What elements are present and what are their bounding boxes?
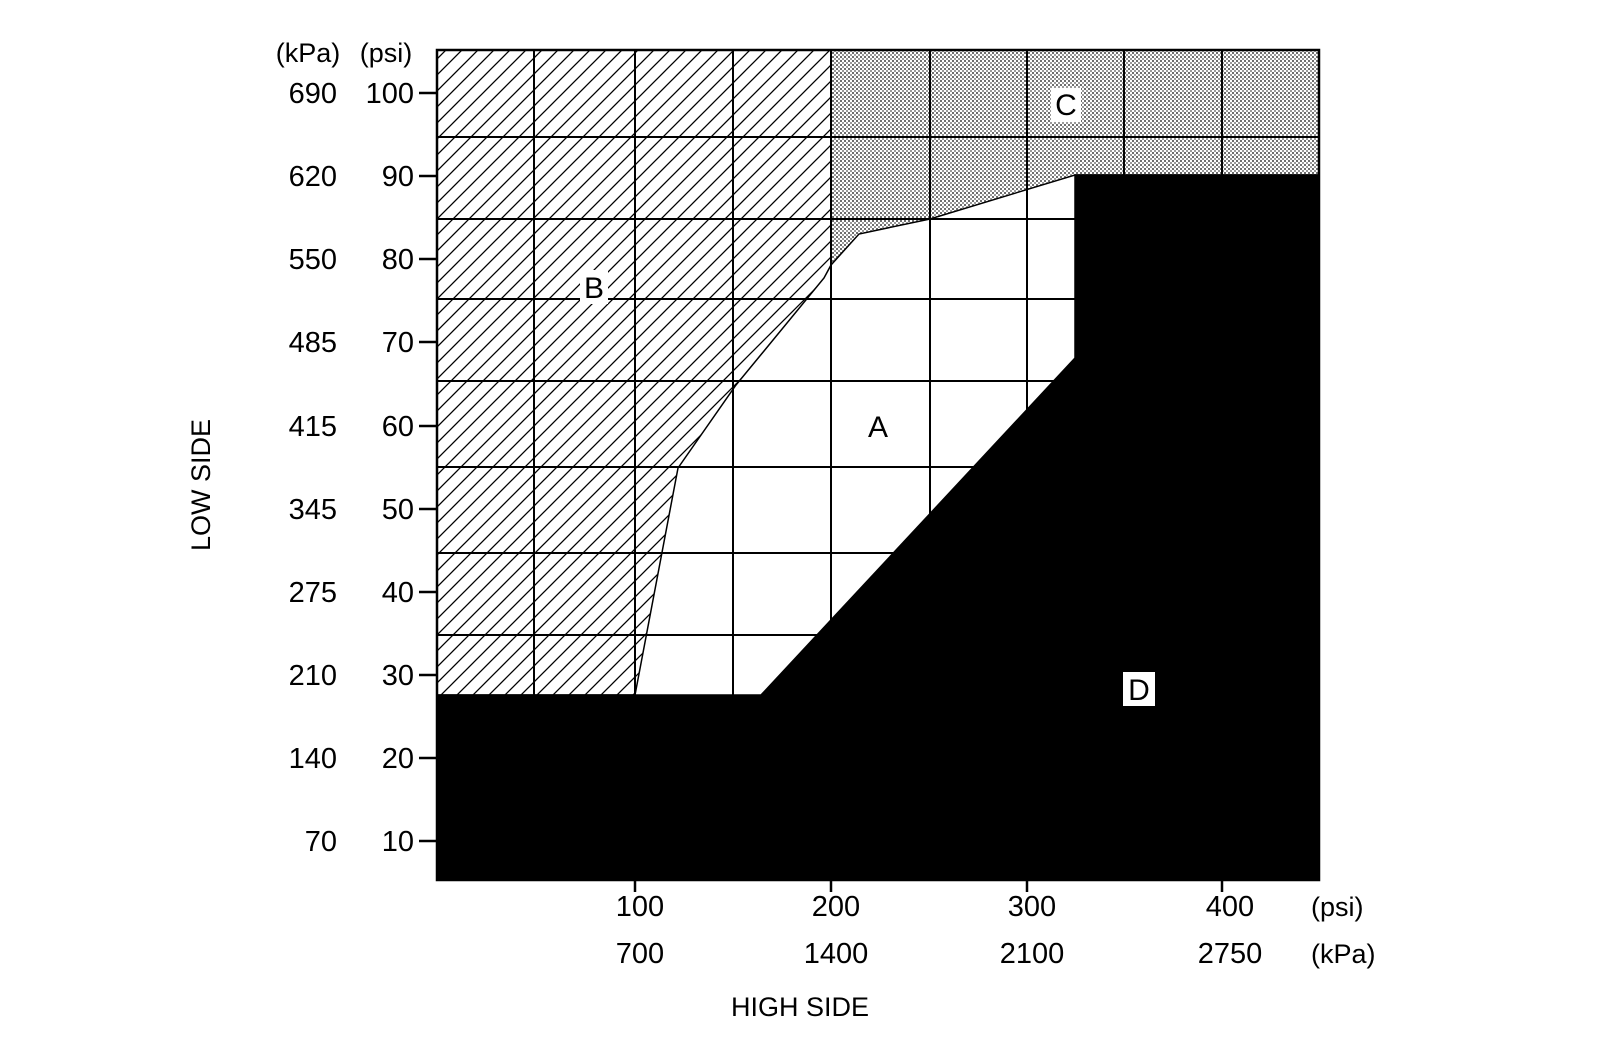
high-side-kpa-tick-label: 2750 <box>1198 938 1263 970</box>
high-side-psi-tick-label: 300 <box>1008 891 1056 923</box>
low-side-kpa-tick-label: 690 <box>289 78 337 110</box>
region-c-label: C <box>1055 89 1077 122</box>
high-side-psi-labels: 100 200 300 400 <box>616 891 1254 923</box>
low-side-unit-kpa: (kPa) <box>276 38 341 68</box>
low-side-psi-tick-label: 80 <box>382 244 414 276</box>
low-side-axis-title: LOW SIDE <box>186 419 216 551</box>
low-side-psi-tick-label: 10 <box>382 826 414 858</box>
low-side-psi-tick-label: 30 <box>382 660 414 692</box>
high-side-psi-tick-label: 400 <box>1206 891 1254 923</box>
low-side-kpa-tick-label: 550 <box>289 244 337 276</box>
high-side-kpa-labels: 700 1400 2100 2750 <box>616 938 1262 970</box>
high-side-unit-kpa: (kPa) <box>1311 939 1376 969</box>
high-side-kpa-tick-label: 2100 <box>1000 938 1065 970</box>
low-side-psi-tick-label: 40 <box>382 577 414 609</box>
low-side-kpa-labels: 690 620 550 485 415 345 275 210 140 70 <box>289 78 337 858</box>
low-side-psi-tick-label: 100 <box>366 78 414 110</box>
high-side-psi-tick-label: 100 <box>616 891 664 923</box>
high-side-unit-psi: (psi) <box>1311 892 1364 922</box>
low-side-psi-tick-label: 60 <box>382 411 414 443</box>
low-side-kpa-tick-label: 210 <box>289 660 337 692</box>
region-d-label: D <box>1128 674 1150 707</box>
high-side-tick-marks <box>633 880 1224 892</box>
low-side-kpa-tick-label: 275 <box>289 577 337 609</box>
low-side-kpa-tick-label: 345 <box>289 494 337 526</box>
high-side-psi-tick-label: 200 <box>812 891 860 923</box>
high-side-kpa-tick-label: 1400 <box>804 938 869 970</box>
region-b-label: B <box>584 272 604 305</box>
low-side-tick-marks <box>419 91 437 843</box>
low-side-psi-tick-label: 90 <box>382 161 414 193</box>
low-side-kpa-tick-label: 415 <box>289 411 337 443</box>
high-side-axis-title: HIGH SIDE <box>731 992 869 1022</box>
low-side-psi-labels: 100 90 80 70 60 50 40 30 20 10 <box>366 78 414 858</box>
plot-frame <box>435 48 1321 882</box>
low-side-kpa-tick-label: 70 <box>305 826 337 858</box>
low-side-kpa-tick-label: 485 <box>289 327 337 359</box>
low-side-unit-psi: (psi) <box>360 38 413 68</box>
low-side-psi-tick-label: 70 <box>382 327 414 359</box>
low-side-kpa-tick-label: 140 <box>289 743 337 775</box>
high-side-kpa-tick-label: 700 <box>616 938 664 970</box>
region-a-label: A <box>868 411 888 444</box>
region-c-label-bg <box>1051 88 1081 122</box>
region-d-label-bg <box>1123 672 1155 706</box>
low-side-kpa-tick-label: 620 <box>289 161 337 193</box>
region-b-label-bg <box>580 270 608 304</box>
low-side-psi-tick-label: 20 <box>382 743 414 775</box>
low-side-psi-tick-label: 50 <box>382 494 414 526</box>
